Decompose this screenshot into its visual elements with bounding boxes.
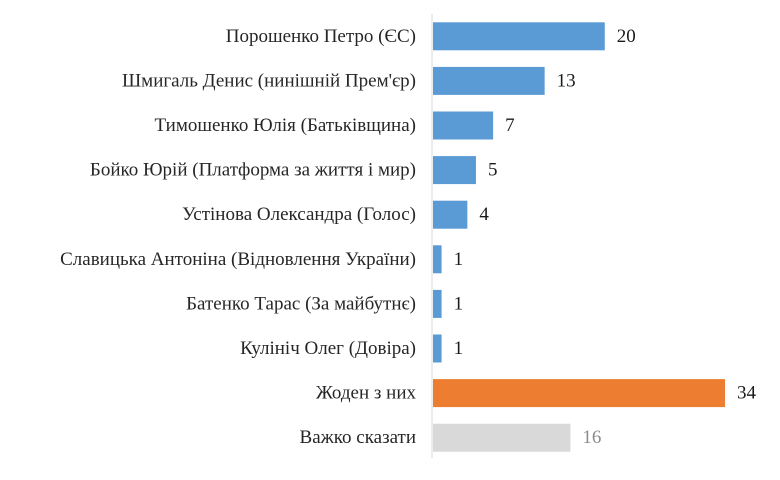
category-label: Славицька Антоніна (Відновлення України) [60, 249, 416, 270]
category-label: Тимошенко Юлія (Батьківщина) [155, 115, 416, 136]
value-label: 20 [617, 26, 636, 47]
bar [433, 334, 442, 363]
value-label: 1 [454, 338, 464, 359]
category-label: Жоден з них [316, 383, 417, 404]
value-label: 16 [582, 427, 601, 448]
bar [433, 22, 605, 51]
category-label: Кулініч Олег (Довіра) [240, 338, 416, 359]
bar [433, 245, 442, 274]
category-label: Порошенко Петро (ЄС) [226, 26, 416, 47]
category-label: Шмигаль Денис (нинішній Прем'єр) [122, 70, 416, 91]
value-labels: 20 13 7 5 4 1 1 1 34 16 [454, 26, 757, 448]
value-label: 1 [454, 293, 464, 314]
value-label: 5 [488, 160, 498, 181]
bar [433, 379, 725, 408]
bar [433, 200, 468, 229]
bar [433, 66, 545, 95]
category-label: Бойко Юрій (Платформа за життя і мир) [90, 160, 416, 181]
bar [433, 111, 494, 140]
bar [433, 289, 442, 318]
category-labels: Порошенко Петро (ЄС) Шмигаль Денис (ниніш… [60, 26, 416, 448]
bars [433, 22, 725, 452]
bar [433, 156, 476, 185]
bar [433, 423, 571, 452]
category-label: Важко сказати [300, 427, 416, 448]
category-label: Устінова Олександра (Голос) [182, 204, 416, 225]
value-label: 4 [479, 204, 489, 225]
value-label: 7 [505, 115, 515, 136]
category-label: Батенко Тарас (За майбутнє) [186, 293, 416, 314]
value-label: 34 [737, 383, 757, 404]
value-label: 1 [454, 249, 464, 270]
value-label: 13 [557, 70, 576, 91]
